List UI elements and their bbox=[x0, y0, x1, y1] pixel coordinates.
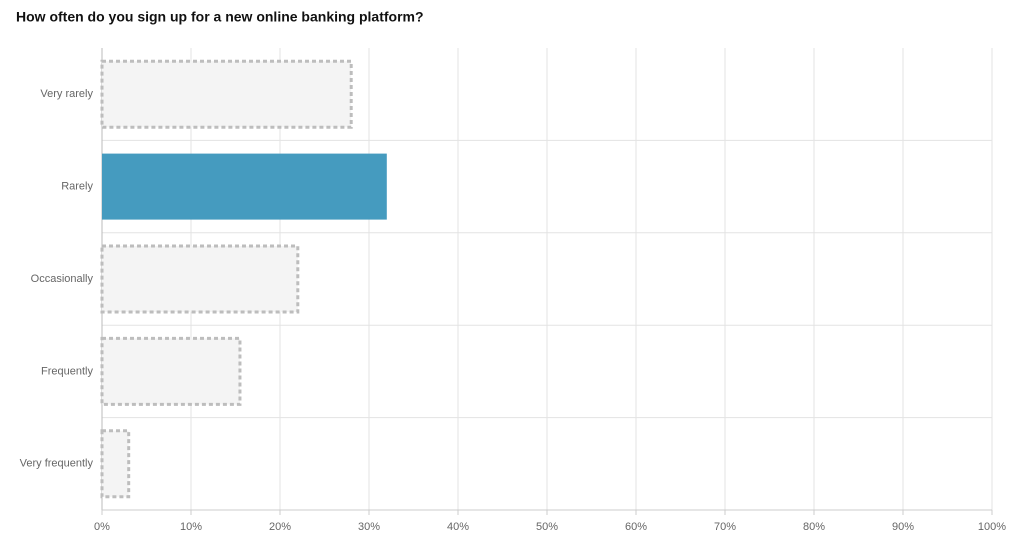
y-tick-label: Frequently bbox=[41, 365, 93, 377]
bar bbox=[102, 153, 387, 220]
x-tick-label: 60% bbox=[625, 521, 647, 533]
x-tick-label: 100% bbox=[978, 521, 1006, 533]
x-tick-label: 40% bbox=[447, 521, 469, 533]
bar bbox=[100, 429, 131, 499]
x-tick-label: 30% bbox=[358, 521, 380, 533]
bar bbox=[100, 336, 242, 406]
bar bbox=[100, 244, 300, 314]
y-tick-label: Very rarely bbox=[40, 88, 93, 100]
y-tick-label: Very frequently bbox=[20, 458, 94, 470]
x-tick-label: 50% bbox=[536, 521, 558, 533]
x-tick-label: 10% bbox=[180, 521, 202, 533]
x-tick-label: 20% bbox=[269, 521, 291, 533]
x-tick-label: 80% bbox=[803, 521, 825, 533]
x-tick-label: 90% bbox=[892, 521, 914, 533]
y-tick-label: Occasionally bbox=[31, 273, 94, 285]
x-tick-label: 0% bbox=[94, 521, 110, 533]
chart-title: How often do you sign up for a new onlin… bbox=[16, 9, 424, 25]
bar bbox=[100, 59, 353, 129]
x-tick-label: 70% bbox=[714, 521, 736, 533]
y-tick-label: Rarely bbox=[61, 181, 93, 193]
